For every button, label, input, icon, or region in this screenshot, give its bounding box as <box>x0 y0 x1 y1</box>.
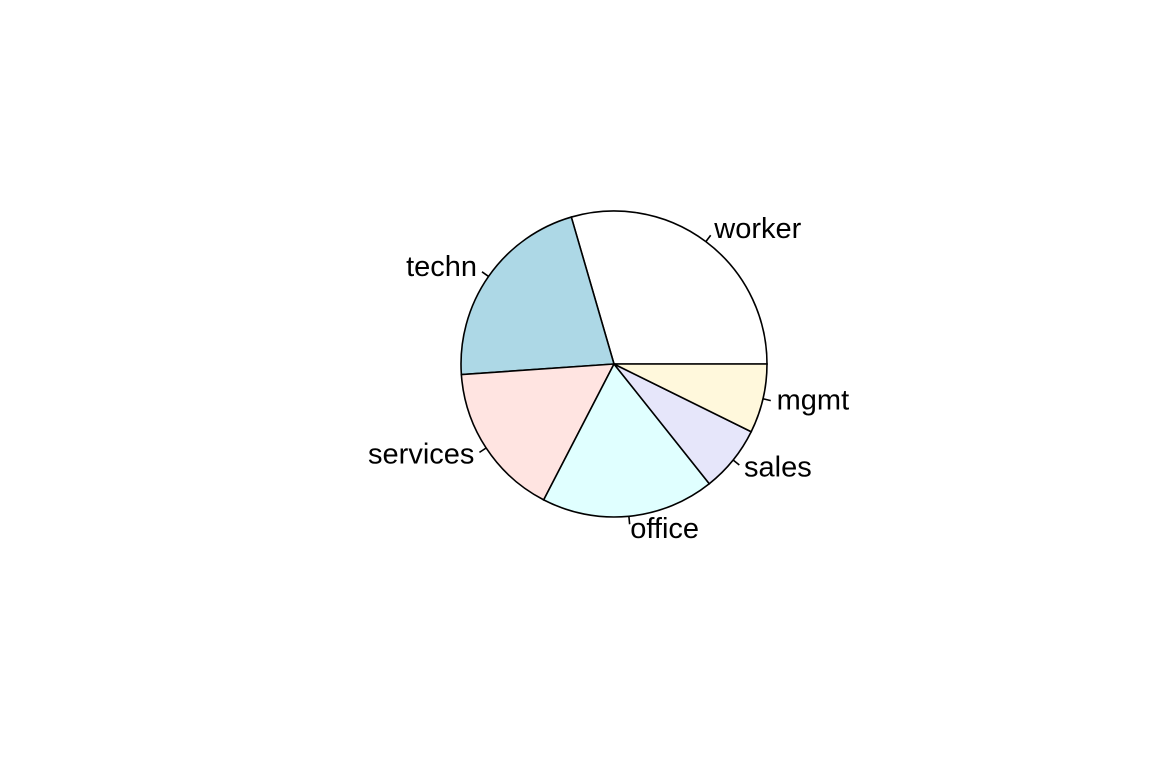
slice-label-office: office <box>630 513 699 545</box>
pie-slice-services <box>460 363 616 501</box>
label-tick-techn <box>481 271 490 278</box>
label-tick-worker <box>705 234 712 243</box>
pie-slice-mgmt <box>613 363 768 433</box>
pie-slices <box>460 210 768 518</box>
pie-slice-techn <box>460 216 616 376</box>
slice-label-mgmt: mgmt <box>777 385 850 417</box>
label-tick-office <box>628 516 631 525</box>
label-tick-sales <box>732 459 740 466</box>
label-ticks <box>479 234 771 525</box>
label-tick-services <box>479 447 487 454</box>
slice-label-services: services <box>368 438 474 470</box>
slice-label-techn: techn <box>406 251 477 283</box>
slice-label-worker: worker <box>713 213 801 245</box>
slice-label-sales: sales <box>744 451 812 483</box>
slice-labels: worker techn services office sales mgmt <box>368 213 849 545</box>
label-tick-mgmt <box>762 398 771 402</box>
